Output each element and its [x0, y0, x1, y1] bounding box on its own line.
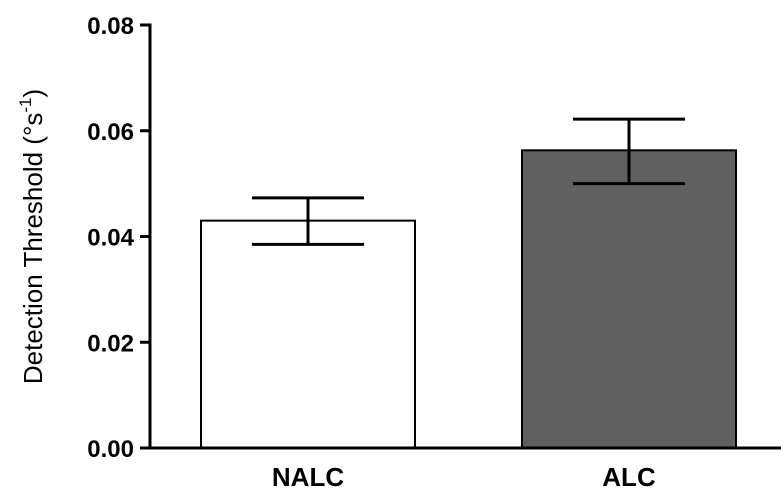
- bar-nalc: [201, 221, 415, 448]
- x-tick-label: ALC: [602, 462, 656, 492]
- y-tick-label: 0.04: [87, 225, 134, 252]
- y-tick-label: 0.00: [87, 436, 134, 463]
- x-tick-labels: NALC ALC: [272, 462, 656, 492]
- x-tick-label: NALC: [272, 462, 344, 492]
- y-axis-title-main: Detection Threshold (°s: [18, 113, 48, 385]
- y-ticks: 0.00 0.02 0.04 0.06 0.08: [87, 13, 150, 463]
- y-tick-label: 0.08: [87, 13, 134, 40]
- y-axis-title-close: ): [18, 89, 48, 98]
- chart-marks: [201, 119, 736, 448]
- y-axis-title: Detection Threshold (°s-1): [16, 89, 48, 384]
- y-axis-title-superscript: -1: [16, 98, 35, 113]
- y-tick-label: 0.02: [87, 330, 134, 357]
- bar-alc: [522, 150, 736, 448]
- y-tick-label: 0.06: [87, 119, 134, 146]
